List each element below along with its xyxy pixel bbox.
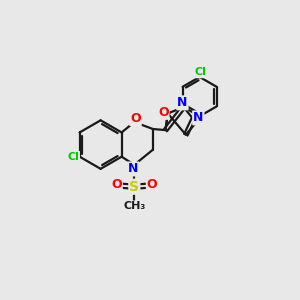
Text: N: N [128, 162, 138, 176]
Text: Cl: Cl [67, 152, 79, 162]
Text: N: N [193, 111, 203, 124]
Text: S: S [129, 180, 139, 194]
Text: Cl: Cl [195, 68, 207, 77]
Text: O: O [147, 178, 158, 191]
Text: N: N [177, 96, 188, 110]
Text: O: O [158, 106, 169, 119]
Text: O: O [130, 112, 141, 125]
Text: CH₃: CH₃ [123, 201, 146, 212]
Text: O: O [111, 178, 122, 191]
